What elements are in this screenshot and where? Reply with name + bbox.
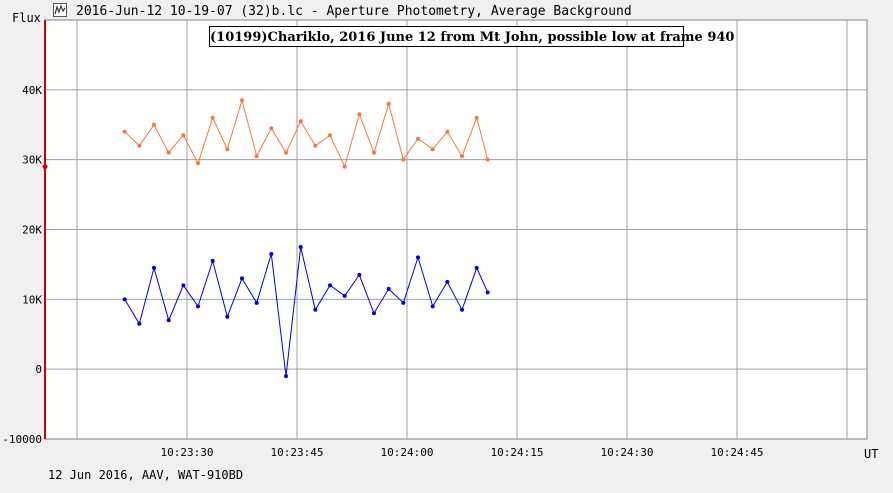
time-unit-label: UT xyxy=(864,447,879,461)
data-series xyxy=(42,98,490,379)
window-titlebar: 2016-Jun-12 10-19-07 (32)b.lc - Aperture… xyxy=(0,0,893,22)
data-point xyxy=(284,150,288,155)
data-point xyxy=(357,112,362,117)
series-line xyxy=(124,246,489,377)
data-point xyxy=(416,255,420,260)
data-point xyxy=(342,293,347,298)
light-curve-icon xyxy=(53,3,67,17)
data-point xyxy=(240,276,244,281)
data-point xyxy=(166,318,171,323)
data-point xyxy=(166,150,171,155)
x-tick-label: 10:24:45 xyxy=(711,446,764,459)
data-point xyxy=(328,283,332,288)
data-point xyxy=(254,154,259,159)
grid-lines xyxy=(45,20,867,439)
data-point xyxy=(474,115,479,120)
observation-info: 12 Jun 2016, AAV, WAT-910BD xyxy=(48,468,244,482)
data-point xyxy=(196,304,200,309)
data-point xyxy=(357,272,362,277)
data-point xyxy=(430,304,435,309)
data-point xyxy=(401,157,406,162)
data-point xyxy=(152,265,156,270)
data-point xyxy=(240,98,244,103)
data-point xyxy=(328,133,332,138)
data-point xyxy=(210,258,215,263)
data-point xyxy=(298,244,303,249)
data-point xyxy=(474,265,479,270)
x-tick-label: 10:23:30 xyxy=(161,446,214,459)
data-point xyxy=(445,129,450,134)
data-point xyxy=(254,300,259,305)
data-point xyxy=(137,143,142,148)
x-tick-label: 10:24:00 xyxy=(381,446,434,459)
data-point xyxy=(269,126,274,131)
y-axis-label: Flux xyxy=(12,11,41,25)
y-tick-label: 0 xyxy=(35,363,42,376)
data-point xyxy=(181,283,186,288)
data-point xyxy=(445,279,450,284)
chart-title: (10199)Chariklo, 2016 June 12 from Mt Jo… xyxy=(209,26,734,47)
data-point xyxy=(122,129,127,134)
window-title: 2016-Jun-12 10-19-07 (32)b.lc - Aperture… xyxy=(76,4,632,19)
data-point xyxy=(401,300,406,305)
data-point xyxy=(122,297,127,302)
data-point xyxy=(460,154,464,159)
axis-labels: -10000 0 10K 20K 30K 40K 10:23:30 10:23:45 10:24… xyxy=(2,84,763,459)
x-tick-label: 10:24:30 xyxy=(601,446,654,459)
y-tick-label: 20K xyxy=(22,224,42,237)
data-point xyxy=(372,150,376,155)
data-point xyxy=(210,115,215,120)
y-tick-label: 10K xyxy=(22,293,42,306)
data-point xyxy=(416,136,420,141)
x-tick-label: 10:24:15 xyxy=(491,446,544,459)
data-point xyxy=(386,101,391,106)
data-point xyxy=(152,122,156,127)
data-point xyxy=(485,157,490,162)
data-point xyxy=(386,286,391,291)
data-point xyxy=(269,251,274,256)
data-point xyxy=(313,143,318,148)
data-point xyxy=(225,314,230,319)
data-point xyxy=(137,321,142,326)
series-line xyxy=(124,98,489,169)
data-point xyxy=(225,147,230,152)
data-point xyxy=(485,290,490,295)
y-tick-label: 30K xyxy=(22,154,42,167)
data-point xyxy=(342,164,347,169)
x-tick-label: 10:23:45 xyxy=(271,446,324,459)
y-tick-label: 40K xyxy=(22,84,42,97)
data-point xyxy=(430,147,435,152)
data-point xyxy=(372,311,376,316)
y-tick-label: -10000 xyxy=(2,433,42,446)
data-point xyxy=(196,161,200,166)
data-point xyxy=(313,307,318,312)
data-point xyxy=(284,374,288,379)
data-point xyxy=(460,307,464,312)
data-point xyxy=(181,133,186,138)
data-point xyxy=(298,119,303,124)
